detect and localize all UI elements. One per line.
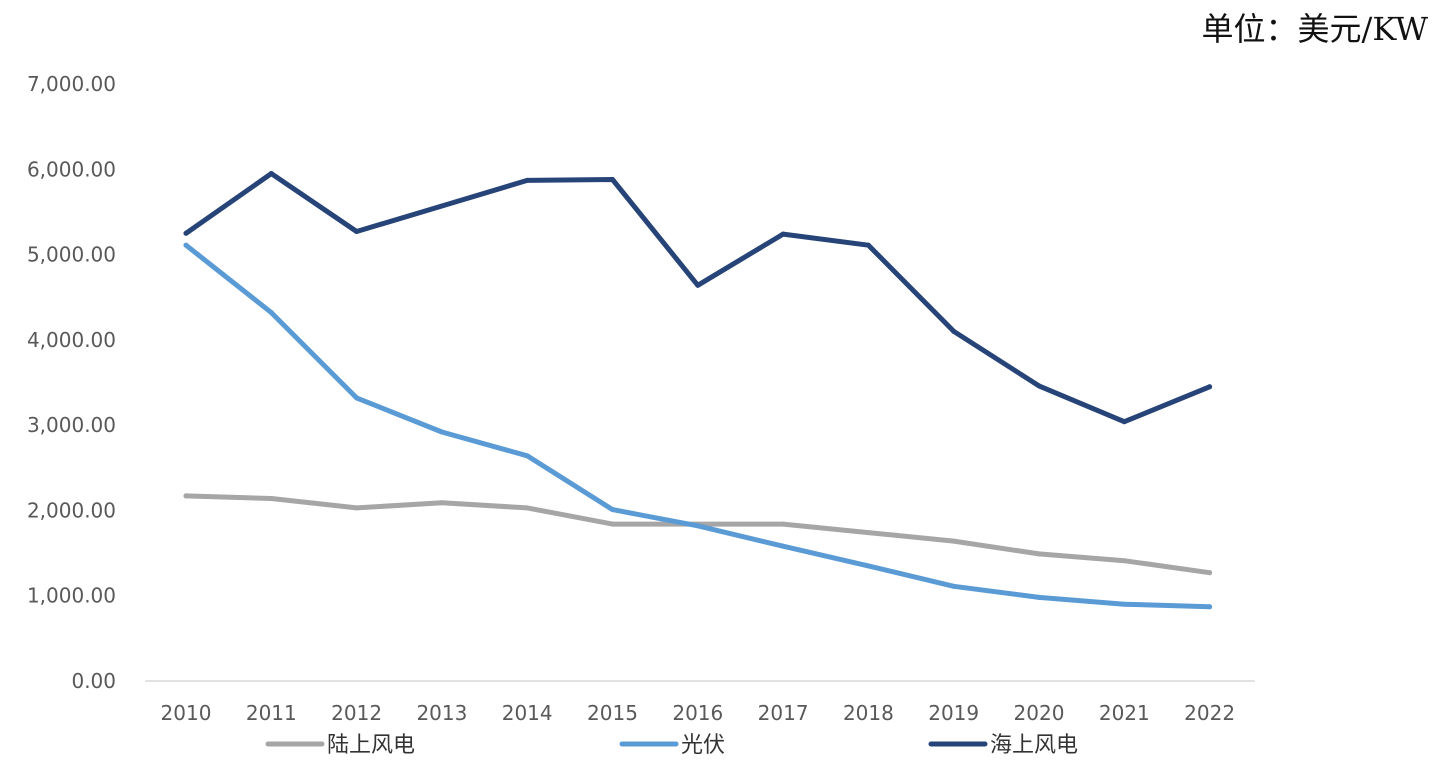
x-tick-label: 2019 [928,701,979,725]
y-tick-label: 5,000.00 [27,243,116,267]
data-point [1121,419,1127,425]
series-line [183,242,1213,610]
data-point [951,328,957,334]
data-point [865,530,871,536]
x-tick-label: 2018 [843,701,894,725]
x-axis-ticks: 2010 2011 2012 2013 2014 2015 2016 2017 2018 2019… [161,701,1236,725]
x-tick-label: 2020 [1014,701,1065,725]
data-point [951,583,957,589]
data-point [524,505,530,511]
data-point [354,229,360,235]
data-point [439,500,445,506]
series-line [183,171,1213,425]
data-point [354,395,360,401]
x-tick-label: 2021 [1099,701,1150,725]
data-point [354,505,360,511]
data-point [610,177,615,183]
data-point [865,242,871,248]
y-axis-ticks: 0.00 1,000.00 2,000.00 3,000.00 4,000.00 5,00… [27,72,116,693]
data-point [524,453,530,459]
data-point [865,563,871,569]
data-point [780,231,786,237]
data-point [1036,383,1042,389]
legend-label: 海上风电 [990,733,1078,758]
data-point [268,171,274,177]
x-tick-label: 2017 [758,701,809,725]
data-point [695,282,701,288]
y-tick-label: 6,000.00 [27,157,116,181]
y-tick-label: 3,000.00 [27,413,116,437]
series-2 [183,242,1213,610]
x-tick-label: 2015 [587,701,638,725]
data-point [183,493,189,499]
data-point [268,495,274,501]
data-point [183,242,189,248]
y-tick-label: 1,000.00 [27,584,116,608]
data-point [1207,570,1213,576]
data-point [951,538,957,544]
data-point [610,521,615,527]
y-tick-label: 4,000.00 [27,328,116,352]
data-point [439,203,445,209]
data-point [610,507,615,513]
data-point [1207,604,1213,610]
x-tick-label: 2022 [1184,701,1235,725]
series-lines [183,171,1213,610]
data-point [695,523,701,529]
x-tick-label: 2013 [416,701,467,725]
x-tick-label: 2010 [161,701,212,725]
legend-label: 陆上风电 [327,733,415,758]
data-point [439,429,445,435]
x-tick-label: 2016 [672,701,723,725]
legend: 陆上风电 光伏 海上风电 [265,733,1078,758]
data-point [268,310,274,316]
legend-label: 光伏 [681,733,725,758]
y-tick-label: 0.00 [71,669,116,693]
y-tick-label: 7,000.00 [27,72,116,96]
series-line [183,493,1213,576]
data-point [183,230,189,236]
x-tick-label: 2011 [246,701,297,725]
data-point [780,521,786,527]
data-point [1121,558,1127,564]
data-point [1036,594,1042,600]
data-point [1207,384,1213,390]
unit-label: 单位：美元/KW [1201,10,1428,48]
data-point [524,177,530,183]
series-1 [183,493,1213,576]
x-tick-label: 2014 [502,701,553,725]
x-tick-label: 2012 [331,701,382,725]
data-point [1036,551,1042,557]
data-point [780,543,786,549]
data-point [1121,601,1127,607]
series-3 [183,171,1213,425]
y-tick-label: 2,000.00 [27,498,116,522]
